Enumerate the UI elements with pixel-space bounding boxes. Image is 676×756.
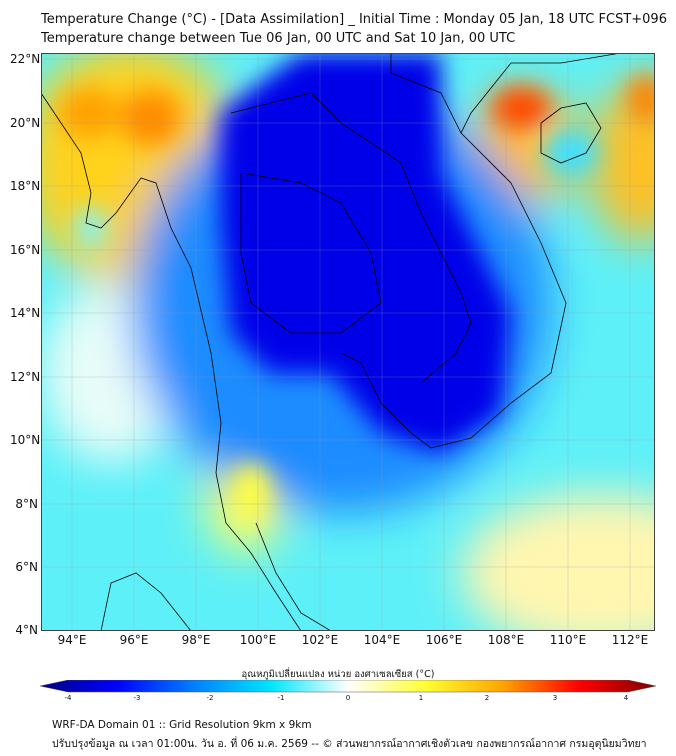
lat-label: 10°N <box>10 433 41 447</box>
lon-label: 104°E <box>363 633 401 647</box>
lon-label: 102°E <box>301 633 339 647</box>
lon-label: 112°E <box>611 633 649 647</box>
colorbar-tick: -2 <box>206 694 214 702</box>
lat-label: 4°N <box>15 623 38 637</box>
lat-label: 14°N <box>10 306 41 320</box>
lat-label: 22°N <box>10 52 41 66</box>
colorbar-label: อุณหภูมิเปลี่ยนแปลง หน่วย องศาเซลเซียส (… <box>241 669 435 680</box>
lon-label: 98°E <box>181 633 211 647</box>
lat-label: 8°N <box>15 497 38 511</box>
colorbar-tick: -1 <box>277 694 285 702</box>
colorbar-tick: 0 <box>345 694 351 702</box>
colorbar <box>40 680 656 693</box>
chart-subtitle: Temperature change between Tue 06 Jan, 0… <box>41 31 516 46</box>
lon-label: 100°E <box>239 633 277 647</box>
lon-label: 96°E <box>119 633 149 647</box>
colorbar-tick: 2 <box>484 694 490 702</box>
colorbar-tick: 4 <box>623 694 629 702</box>
colorbar-tick: -4 <box>64 694 72 702</box>
lat-label: 18°N <box>10 179 41 193</box>
lon-label: 94°E <box>57 633 87 647</box>
graticule <box>41 53 655 631</box>
temperature-change-map <box>41 53 655 631</box>
chart-title: Temperature Change (°C) - [Data Assimila… <box>41 12 667 27</box>
lon-label: 108°E <box>487 633 525 647</box>
footer-model-info: WRF-DA Domain 01 :: Grid Resolution 9km … <box>52 719 312 731</box>
lat-label: 6°N <box>15 560 38 574</box>
lat-label: 20°N <box>10 116 41 130</box>
lon-label: 110°E <box>549 633 587 647</box>
footer-credit: ปรับปรุงข้อมูล ณ เวลา 01:00น. วัน อ. ที่… <box>52 738 647 750</box>
field-core <box>59 53 655 523</box>
colorbar-tick: -3 <box>133 694 141 702</box>
lat-label: 16°N <box>10 243 41 257</box>
lon-label: 106°E <box>425 633 463 647</box>
lat-label: 12°N <box>10 370 41 384</box>
colorbar-tick: 1 <box>418 694 424 702</box>
colorbar-tick: 3 <box>552 694 558 702</box>
